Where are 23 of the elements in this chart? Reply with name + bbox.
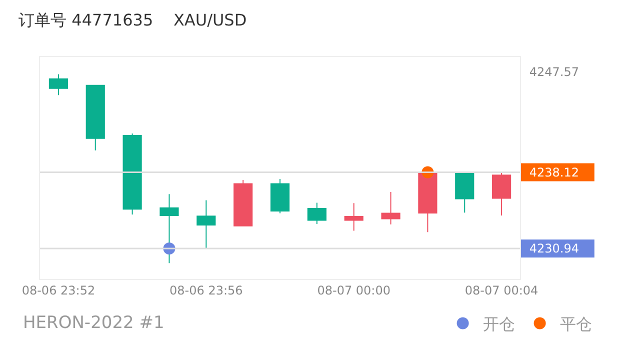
x-tick-label: 08-07 00:04 bbox=[464, 283, 538, 298]
legend-label: 开仓 bbox=[482, 314, 515, 334]
chart-title: 订单号 44771635 XAU/USD bbox=[18, 10, 247, 30]
legend-label: 平仓 bbox=[560, 314, 592, 334]
text: HERON-2022 #1 bbox=[23, 313, 164, 333]
candlestick bbox=[455, 172, 474, 214]
candlestick bbox=[381, 192, 400, 225]
x-tick-label: 08-06 23:52 bbox=[22, 283, 96, 298]
candlestick bbox=[86, 84, 105, 151]
x-tick-label: 08-07 00:00 bbox=[317, 283, 390, 298]
candlestick bbox=[492, 171, 512, 216]
candlestick bbox=[270, 178, 290, 214]
candlestick bbox=[48, 74, 68, 96]
candlestick bbox=[234, 179, 253, 226]
candlestick bbox=[196, 200, 216, 250]
y-tick-label: 4238.12 bbox=[529, 166, 580, 180]
candlestick bbox=[122, 133, 142, 216]
x-tick-label: 08-06 23:56 bbox=[170, 283, 243, 298]
candlestick bbox=[307, 202, 326, 224]
candlestick bbox=[160, 194, 179, 264]
y-tick-label: 4230.94 bbox=[529, 242, 580, 256]
candlestick bbox=[344, 202, 364, 232]
y-tick-label: 4247.57 bbox=[529, 65, 580, 80]
